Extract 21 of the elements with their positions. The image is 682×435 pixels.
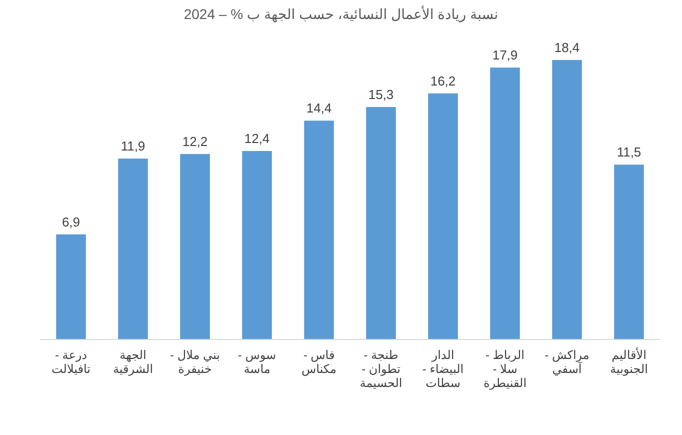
data-label: 17,9 <box>492 48 518 63</box>
x-tick-label: الرباط - سلا - القنيطرة <box>482 348 528 390</box>
data-label: 15,3 <box>368 87 394 102</box>
title: نسبة ريادة الأعمال النسائية، حسب الجهة ب % – 2024 <box>182 6 500 23</box>
x-tick-label: مراكش - آسفي <box>544 348 590 376</box>
data-label: 18,4 <box>554 40 580 55</box>
x-tick-label: الأقاليم الجنوبية <box>609 348 649 376</box>
x-tick-label: الجهة الشرقية <box>112 348 154 376</box>
data-label: 6,9 <box>62 214 80 230</box>
data-label: 11,5 <box>616 144 642 160</box>
x-tick-label: بني ملال - خنيفرة <box>169 348 221 376</box>
data-label: 12,4 <box>244 130 270 146</box>
data-label: 16,2 <box>430 73 456 88</box>
x-tick-label: طنجة - تطوان - الحسيمة <box>358 348 404 390</box>
data-label: 12,2 <box>182 134 208 150</box>
x-tick-label: فاس - مكناس <box>300 348 338 376</box>
x-tick-label: درعة - تافيلالت <box>50 348 92 376</box>
x-tick-label: الدار البيضاء - سطات <box>421 348 465 390</box>
data-label: 11,9 <box>120 138 146 154</box>
data-label: 14,4 <box>306 100 332 116</box>
x-tick-label: سوس - ماسة <box>236 348 278 376</box>
